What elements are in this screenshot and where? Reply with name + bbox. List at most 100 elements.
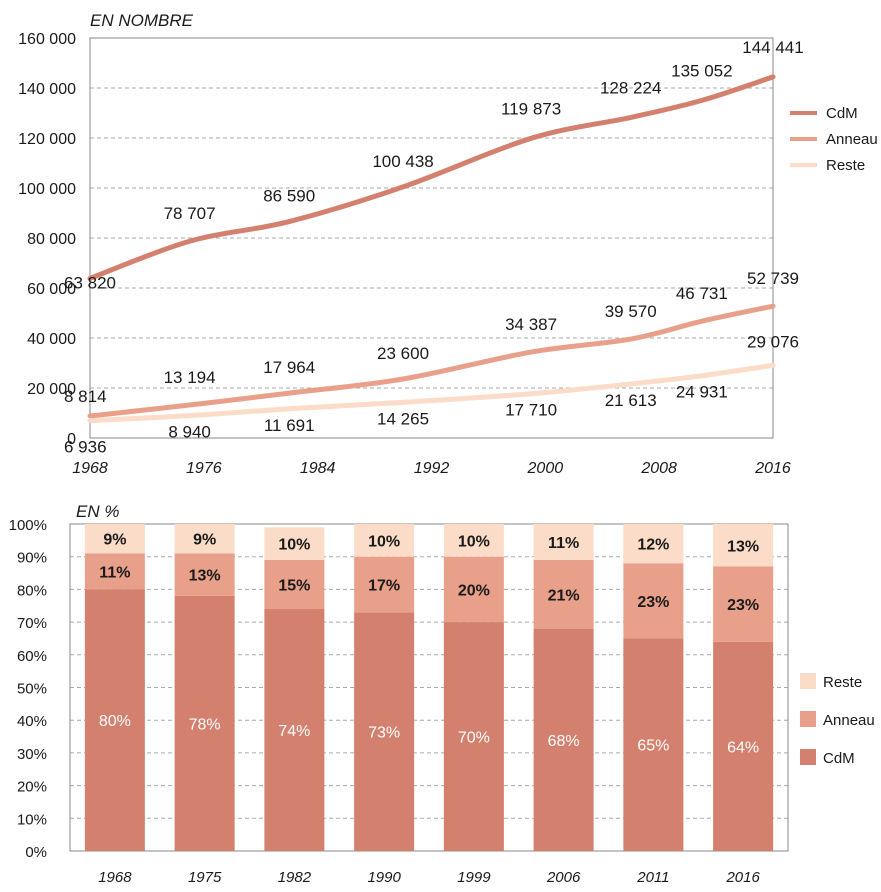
y-tick-label: 80 000	[27, 231, 76, 248]
data-label-cdm: 63 820	[64, 273, 116, 292]
bar-segment-anneau	[443, 556, 504, 623]
y-tick-label: 10%	[17, 811, 47, 828]
data-label-anneau: 34 387	[505, 315, 557, 334]
y-tick-label: 100 000	[18, 181, 76, 198]
bar-label-reste: 12%	[637, 537, 669, 554]
x-tick-label: 2011	[636, 869, 669, 886]
bar-segment-cdm	[533, 628, 594, 851]
x-tick-label: 2008	[640, 460, 677, 477]
data-label-anneau: 46 731	[676, 284, 728, 303]
y-tick-label: 60%	[17, 648, 47, 665]
line-chart-series	[87, 74, 776, 424]
data-label-reste: 24 931	[676, 383, 728, 402]
data-label-cdm: 119 873	[501, 99, 561, 118]
bar-segment-anneau	[84, 553, 145, 590]
line-chart-data-labels: 63 820 78 707 86 590 100 438 119 873 128 224 1…	[64, 38, 804, 457]
bar-segment-cdm	[264, 609, 325, 851]
data-label-anneau: 23 600	[377, 344, 429, 363]
bar-label-reste: 9%	[193, 532, 216, 549]
bar-label-cdm: 70%	[458, 730, 490, 747]
y-tick-label: 120 000	[18, 131, 76, 148]
bar-segment-cdm	[623, 638, 684, 851]
bar-label-anneau: 21%	[548, 587, 580, 604]
legend-label-anneau: Anneau	[826, 131, 878, 148]
data-label-cdm: 128 224	[600, 78, 661, 97]
data-label-reste: 8 940	[168, 423, 211, 442]
data-label-anneau: 39 570	[605, 302, 657, 321]
data-label-reste: 17 710	[505, 401, 557, 420]
bar-segment-cdm	[84, 589, 145, 851]
bar-segment-cdm	[713, 641, 774, 851]
x-tick-label: 1999	[457, 869, 491, 886]
y-tick-label: 160 000	[18, 31, 76, 48]
bar-label-cdm: 68%	[548, 733, 580, 750]
bar-chart-data-labels: 80% 11% 9% 78% 13% 9% 74% 15% 10% 73% 17% 10% 70% 20%…	[99, 532, 759, 757]
data-label-reste: 21 613	[605, 391, 657, 410]
x-tick-label: 1975	[188, 869, 222, 886]
bar-label-anneau: 17%	[368, 577, 400, 594]
bar-segment-reste	[623, 524, 684, 564]
stacked-bar-chart: EN % 0% 10% 20% 30% 40% 50% 60% 70% 80% 90% 100% 1…	[9, 502, 875, 886]
bar-label-reste: 10%	[278, 537, 310, 554]
bar-label-reste: 10%	[368, 533, 400, 550]
bar-chart-title: EN %	[76, 502, 119, 521]
x-tick-label: 1982	[278, 869, 312, 886]
bar-segment-reste	[84, 524, 145, 554]
bar-segment-reste	[354, 524, 415, 557]
data-label-cdm: 100 438	[372, 152, 433, 171]
y-tick-label: 80%	[17, 582, 47, 599]
bar-segment-reste	[533, 524, 594, 560]
y-tick-label: 0%	[25, 844, 47, 861]
bar-segment-reste	[174, 524, 235, 554]
y-tick-label: 20 000	[27, 381, 76, 398]
data-label-reste: 11 691	[264, 416, 315, 435]
bar-label-anneau: 20%	[458, 582, 490, 599]
bar-segment-anneau	[174, 553, 235, 596]
plot-frame	[89, 37, 774, 439]
bar-chart-x-ticks: 1968 1975 1982 1990 1999 2006 2011 2016	[98, 869, 760, 886]
x-tick-label: 2000	[527, 460, 564, 477]
bar-label-anneau: 23%	[727, 597, 759, 614]
data-label-anneau: 13 194	[164, 368, 216, 387]
data-label-cdm: 78 707	[164, 204, 216, 223]
data-label-anneau: 17 964	[263, 358, 315, 377]
bar-label-reste: 11%	[548, 535, 579, 552]
series-line-cdm	[87, 74, 776, 281]
y-tick-label: 20%	[17, 779, 47, 796]
legend-swatch-cdm	[800, 749, 816, 765]
bar-segment-cdm	[443, 622, 504, 851]
line-chart-legend: CdM Anneau Reste	[790, 105, 878, 174]
data-label-anneau: 52 739	[747, 269, 799, 288]
bar-segment-reste	[713, 524, 774, 567]
y-tick-label: 40%	[17, 713, 47, 730]
bar-label-anneau: 13%	[189, 568, 221, 585]
y-tick-label: 40 000	[27, 331, 76, 348]
line-chart-x-ticks: 1968 1976 1984 1992 2000 2008 2016	[72, 460, 791, 477]
bar-label-cdm: 64%	[727, 739, 759, 756]
bar-segment-anneau	[713, 566, 774, 642]
y-tick-label: 50%	[17, 681, 47, 698]
y-tick-label: 140 000	[18, 81, 76, 98]
bar-segment-anneau	[533, 559, 594, 629]
bar-segment-anneau	[264, 559, 325, 610]
bar-segment-reste	[264, 527, 325, 560]
y-tick-label: 60 000	[27, 281, 76, 298]
bar-segment-anneau	[354, 556, 415, 613]
data-label-cdm: 135 052	[671, 61, 732, 80]
series-line-reste	[87, 362, 776, 424]
plot-frame	[69, 523, 789, 852]
bar-label-reste: 13%	[727, 538, 759, 555]
bar-segment-reste	[443, 524, 504, 557]
bar-chart-segments	[84, 524, 774, 851]
x-tick-label: 1984	[300, 460, 336, 477]
data-label-cdm: 86 590	[263, 187, 315, 206]
y-tick-label: 100%	[9, 517, 47, 534]
bar-label-reste: 9%	[103, 532, 126, 549]
line-chart: EN NOMBRE 0 20 000 40 000 60 000 80 000 100 0…	[18, 11, 878, 477]
x-tick-label: 2006	[546, 869, 581, 886]
bar-chart-legend: Reste Anneau CdM	[800, 673, 875, 767]
legend-label-anneau: Anneau	[823, 712, 875, 729]
legend-label-reste: Reste	[823, 674, 862, 691]
data-label-cdm: 144 441	[742, 38, 803, 57]
